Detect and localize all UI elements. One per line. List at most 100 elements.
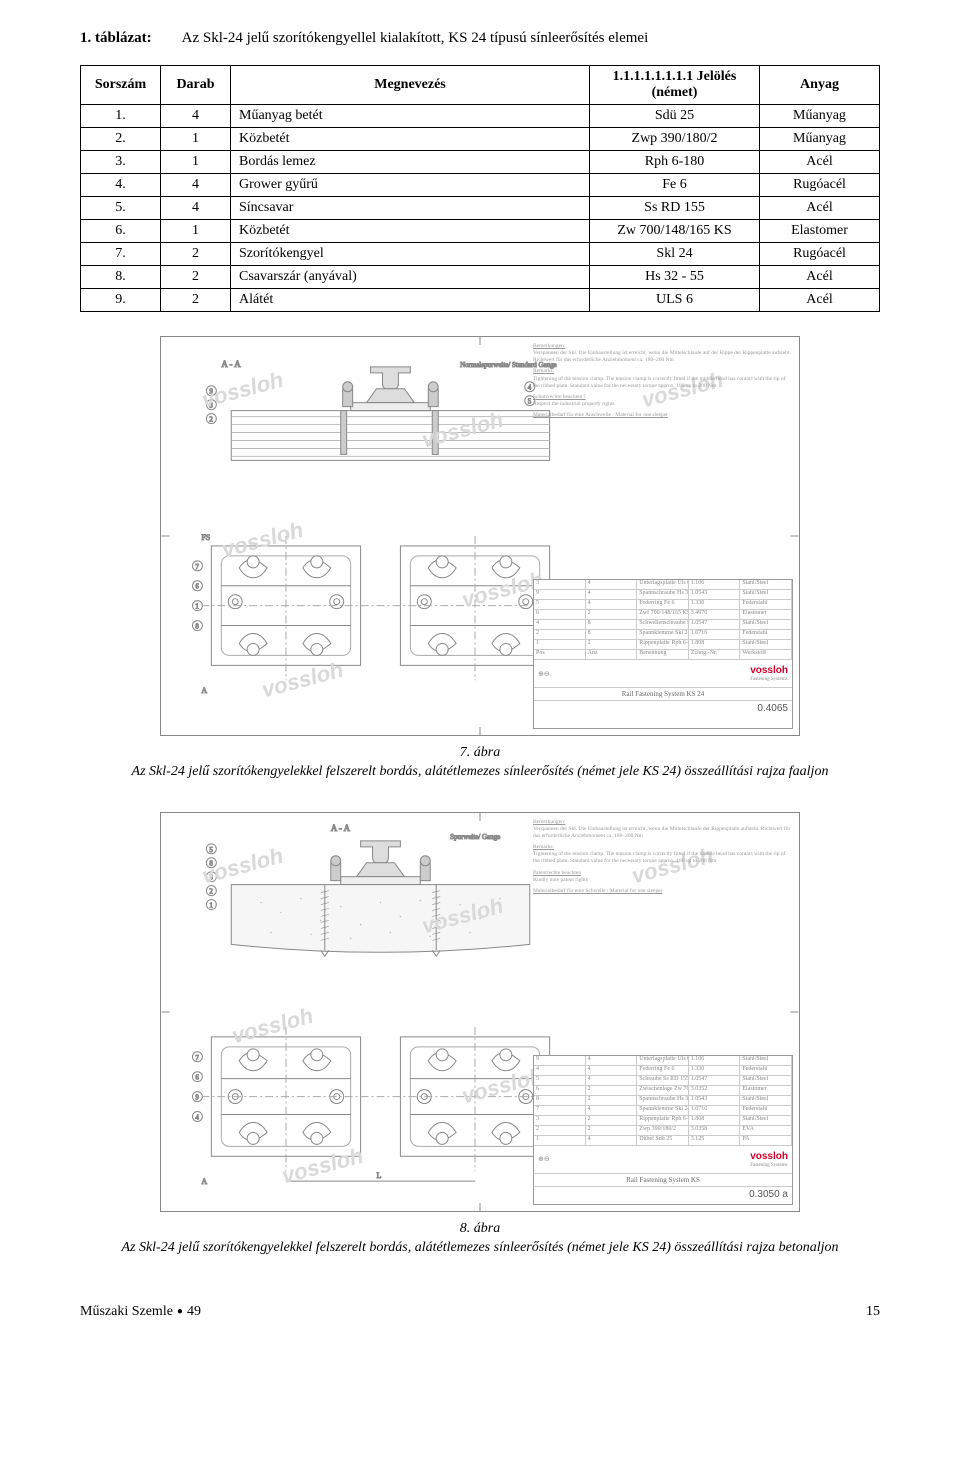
cell-jeloles: ULS 6: [590, 289, 760, 312]
svg-text:6: 6: [195, 583, 199, 591]
th-sorszam: Sorszám: [81, 66, 161, 105]
figure-8-notes: Bemerkungen:Verspannen der Skl. Die Einb…: [533, 819, 793, 899]
cell-anyag: Acél: [760, 289, 880, 312]
cell-sorszam: 1.: [81, 105, 161, 128]
cell-jeloles: Skl 24: [590, 243, 760, 266]
figure-8-caption: 8. ábra Az Skl-24 jelű szorítókengyelekk…: [80, 1220, 880, 1258]
figure-7-caption: 7. ábra Az Skl-24 jelű szorítókengyelekk…: [80, 744, 880, 782]
cell-megnevezes: Csavarszár (anyával): [231, 266, 590, 289]
figure-7: A - A: [80, 336, 880, 782]
cell-sorszam: 7.: [81, 243, 161, 266]
svg-text:5: 5: [209, 846, 213, 854]
svg-text:1: 1: [195, 603, 199, 611]
figure-8: A - A Spurweite/ Gauge: [80, 812, 880, 1258]
table-row: 7.2SzorítókengyelSkl 24Rugóacél: [81, 243, 880, 266]
svg-text:4: 4: [528, 384, 532, 392]
svg-text:A: A: [201, 1177, 207, 1186]
th-anyag: Anyag: [760, 66, 880, 105]
cell-megnevezes: Bordás lemez: [231, 151, 590, 174]
cell-jeloles: Rph 6-180: [590, 151, 760, 174]
svg-text:A - A: A - A: [331, 823, 351, 833]
footer-bullet-icon: ●: [177, 1306, 183, 1317]
table-title: 1. táblázat: Az Skl-24 jelű szorítókengy…: [80, 30, 880, 47]
cell-sorszam: 3.: [81, 151, 161, 174]
table-row: 1.4Műanyag betétSdü 25Műanyag: [81, 105, 880, 128]
cell-megnevezes: Közbetét: [231, 128, 590, 151]
cell-jeloles: Sdü 25: [590, 105, 760, 128]
cell-megnevezes: Grower gyűrű: [231, 174, 590, 197]
table-header-row: Sorszám Darab Megnevezés 1.1.1.1.1.1.1.1…: [81, 66, 880, 105]
svg-text:L: L: [377, 1171, 382, 1180]
svg-text:8: 8: [195, 623, 199, 631]
cell-darab: 1: [161, 128, 231, 151]
svg-text:3: 3: [209, 873, 213, 881]
figure-7-drawing: A - A: [160, 336, 800, 736]
cell-anyag: Műanyag: [760, 105, 880, 128]
svg-text:7: 7: [195, 1054, 199, 1062]
table-row: 6.1KözbetétZw 700/148/165 KSElastomer: [81, 220, 880, 243]
cell-darab: 4: [161, 105, 231, 128]
th-darab: Darab: [161, 66, 231, 105]
svg-text:2: 2: [209, 416, 213, 424]
page-footer: Műszaki Szemle ● 49 15: [80, 1298, 880, 1320]
svg-text:2: 2: [209, 887, 213, 895]
figure-7-titleblock: 34Unterlagsplatte Uls 61.106Stahl/Steel …: [533, 579, 793, 729]
svg-text:4: 4: [195, 1113, 199, 1121]
cell-darab: 2: [161, 289, 231, 312]
cell-megnevezes: Műanyag betét: [231, 105, 590, 128]
cell-megnevezes: Síncsavar: [231, 197, 590, 220]
cell-jeloles: Hs 32 - 55: [590, 266, 760, 289]
cell-sorszam: 2.: [81, 128, 161, 151]
svg-text:8: 8: [209, 860, 213, 868]
cell-darab: 1: [161, 151, 231, 174]
table-row: 4.4Grower gyűrűFe 6Rugóacél: [81, 174, 880, 197]
table-title-label: 1. táblázat:: [80, 30, 152, 47]
cell-megnevezes: Közbetét: [231, 220, 590, 243]
cell-darab: 1: [161, 220, 231, 243]
cell-anyag: Rugóacél: [760, 174, 880, 197]
svg-text:7: 7: [195, 563, 199, 571]
table-row: 3.1Bordás lemezRph 6-180Acél: [81, 151, 880, 174]
cell-jeloles: Zw 700/148/165 KS: [590, 220, 760, 243]
cell-darab: 4: [161, 197, 231, 220]
cell-anyag: Acél: [760, 266, 880, 289]
svg-text:3: 3: [209, 402, 213, 410]
svg-text:9: 9: [195, 1093, 199, 1101]
components-table: Sorszám Darab Megnevezés 1.1.1.1.1.1.1.1…: [80, 65, 880, 312]
footer-page-number: 15: [866, 1304, 880, 1320]
th-jeloles: 1.1.1.1.1.1.1.1 Jelölés (német): [590, 66, 760, 105]
cell-anyag: Rugóacél: [760, 243, 880, 266]
cell-anyag: Műanyag: [760, 128, 880, 151]
cell-jeloles: Ss RD 155: [590, 197, 760, 220]
svg-text:A: A: [201, 686, 207, 695]
cell-darab: 4: [161, 174, 231, 197]
svg-text:Spurweite/ Gauge: Spurweite/ Gauge: [450, 833, 500, 841]
figure-8-drawing: A - A Spurweite/ Gauge: [160, 812, 800, 1212]
cell-megnevezes: Szorítókengyel: [231, 243, 590, 266]
svg-text:A - A: A - A: [221, 359, 241, 369]
cell-sorszam: 4.: [81, 174, 161, 197]
figure-8-label: 8. ábra: [80, 1220, 880, 1239]
table-row: 2.1KözbetétZwp 390/180/2Műanyag: [81, 128, 880, 151]
table-title-text: Az Skl-24 jelű szorítókengyellel kialakí…: [182, 30, 649, 47]
cell-megnevezes: Alátét: [231, 289, 590, 312]
cell-sorszam: 5.: [81, 197, 161, 220]
svg-text:FS: FS: [201, 533, 210, 542]
table-row: 8.2Csavarszár (anyával)Hs 32 - 55Acél: [81, 266, 880, 289]
svg-text:6: 6: [195, 1073, 199, 1081]
cell-sorszam: 9.: [81, 289, 161, 312]
cell-anyag: Elastomer: [760, 220, 880, 243]
cell-jeloles: Fe 6: [590, 174, 760, 197]
figure-8-caption-text: Az Skl-24 jelű szorítókengyelekkel felsz…: [121, 1240, 838, 1255]
svg-text:9: 9: [209, 388, 213, 396]
table-row: 9.2AlátétULS 6Acél: [81, 289, 880, 312]
svg-text:1: 1: [209, 901, 213, 909]
cell-darab: 2: [161, 243, 231, 266]
cell-sorszam: 8.: [81, 266, 161, 289]
footer-journal: Műszaki Szemle ● 49: [80, 1304, 201, 1320]
figure-7-caption-text: Az Skl-24 jelű szorítókengyelekkel felsz…: [132, 764, 829, 779]
table-row: 5.4SíncsavarSs RD 155Acél: [81, 197, 880, 220]
cell-anyag: Acél: [760, 151, 880, 174]
figure-7-label: 7. ábra: [80, 744, 880, 763]
cell-jeloles: Zwp 390/180/2: [590, 128, 760, 151]
